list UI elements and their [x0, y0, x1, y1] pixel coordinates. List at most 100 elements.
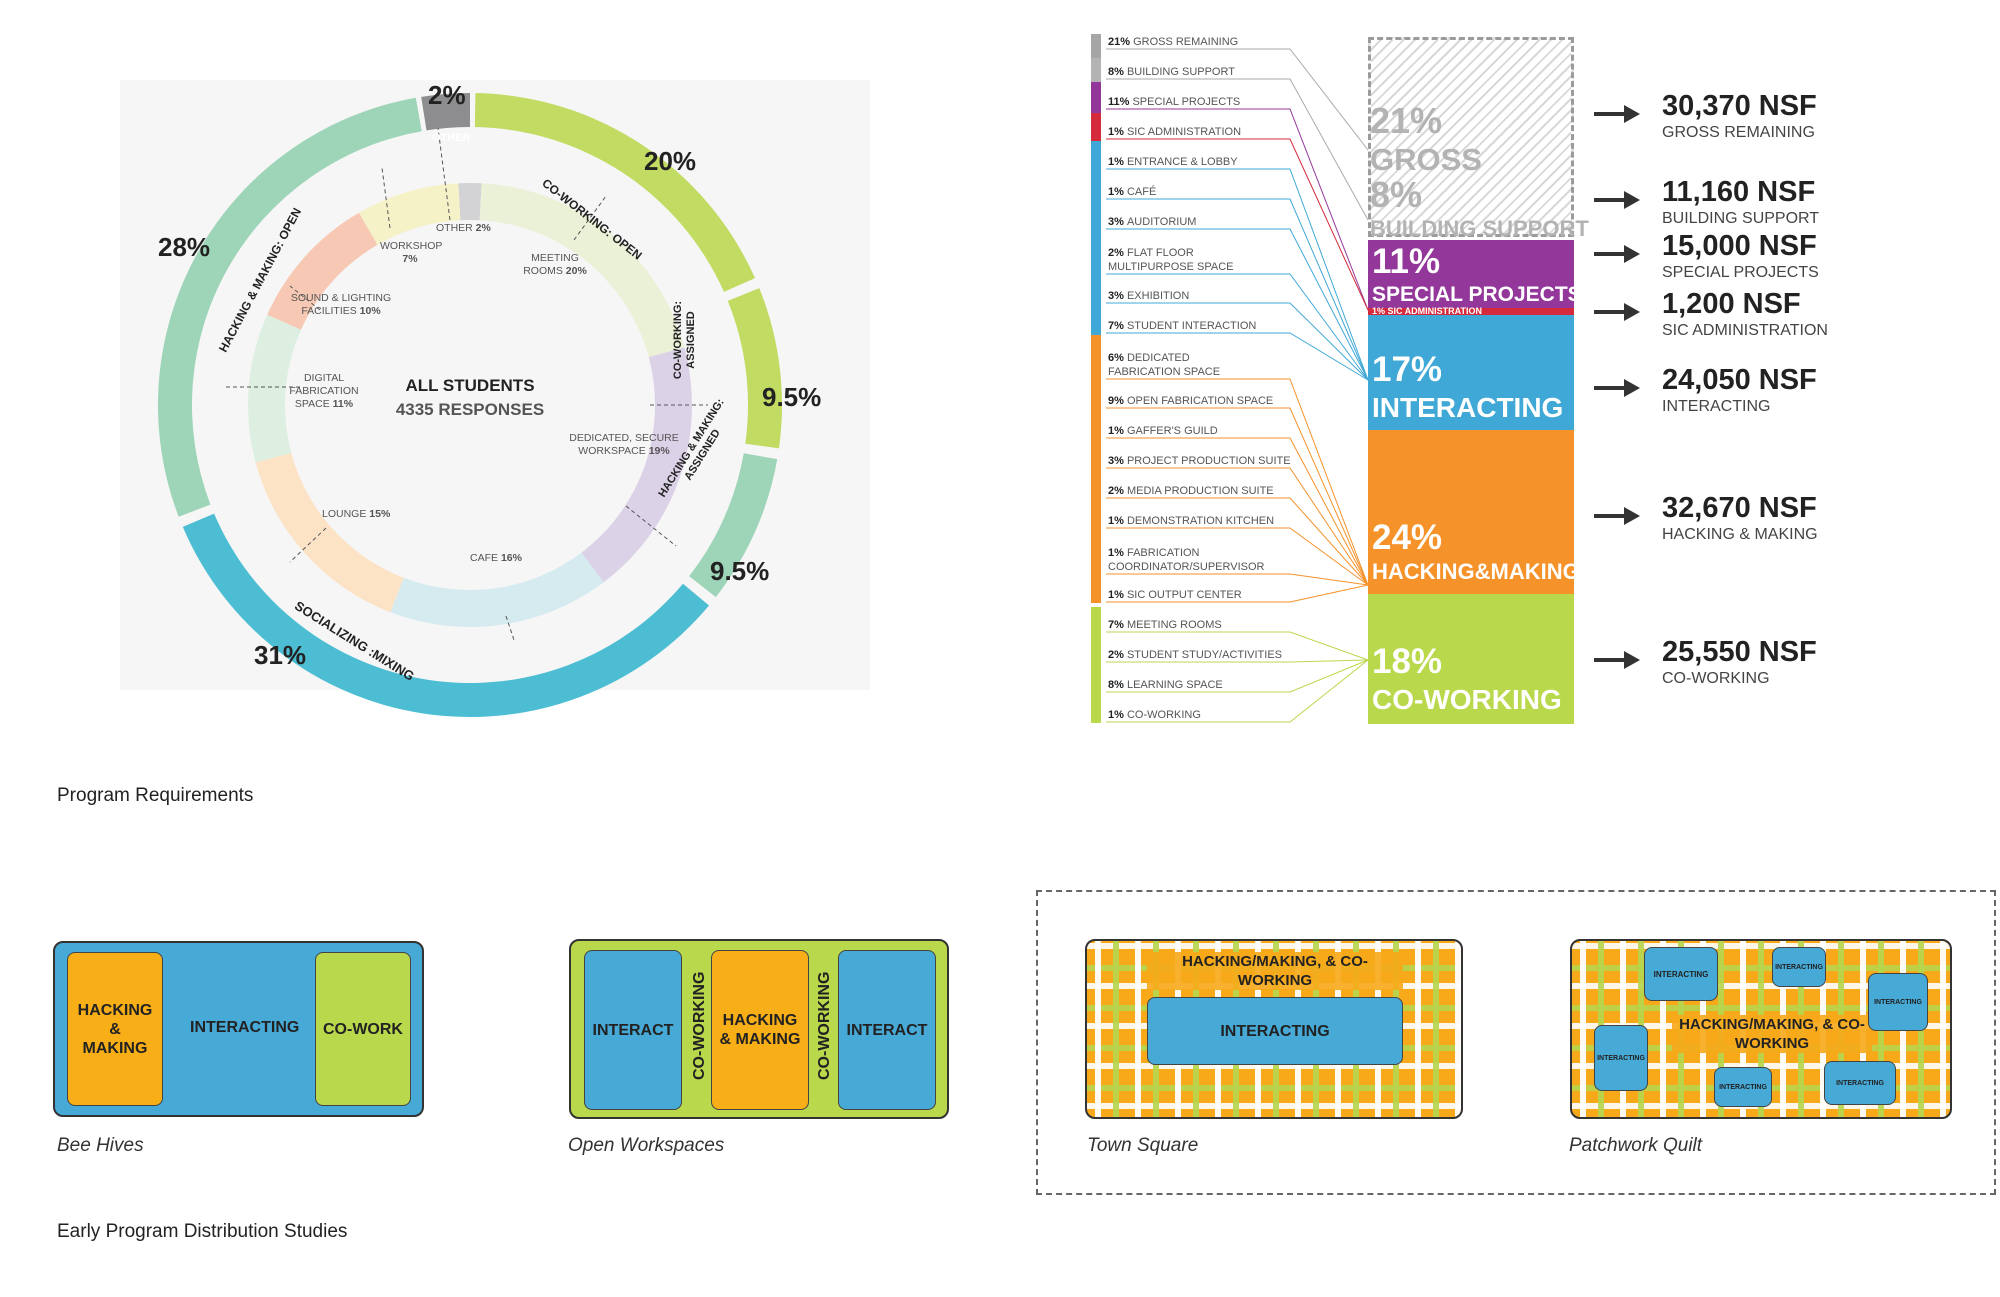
inner-seg-lounge	[255, 452, 404, 613]
stack-support-label: BUILDING SUPPORT	[1370, 216, 1589, 241]
pct-other: 2%	[428, 80, 466, 110]
leader-line	[573, 195, 607, 241]
stack-gross-label: GROSS	[1370, 142, 1482, 177]
stack-special-pct: 11%	[1372, 242, 1441, 281]
stack-support-pct: 8%	[1370, 174, 1423, 215]
nsf-label: SPECIAL PROJECTS	[1662, 264, 1819, 281]
program-connector	[1106, 497, 1369, 586]
stack-hacking-label: HACKING&MAKING	[1372, 559, 1580, 584]
pq-main-label: HACKING/MAKING, & CO-WORKING	[1672, 1015, 1872, 1053]
pq-interacting-2: INTERACTING	[1772, 947, 1826, 987]
inner-label-lounge: LOUNGE 15%	[322, 508, 391, 520]
ow-coworking-left: CO-WORKING	[691, 971, 708, 1080]
bar-coworking	[1091, 607, 1101, 723]
leader-line	[289, 527, 327, 563]
inner-seg-meeting	[479, 183, 685, 358]
stack-interacting-pct: 17%	[1372, 350, 1443, 389]
nsf-value: 24,050 NSF	[1662, 364, 1817, 396]
program-item: 8% BUILDING SUPPORT	[1108, 66, 1235, 78]
program-item: 1% SIC ADMINISTRATION	[1108, 126, 1241, 138]
ow-coworking-right: CO-WORKING	[816, 971, 833, 1080]
stack-gross	[1368, 37, 1574, 237]
nsf-label: GROSS REMAINING	[1662, 124, 1815, 141]
stack-gross-pct: 21%	[1370, 100, 1443, 141]
caption-program-requirements: Program Requirements	[57, 785, 254, 806]
ring-seg-socializing	[182, 513, 710, 717]
ts-interacting-block: INTERACTING	[1147, 997, 1403, 1065]
nsf-value: 1,200 NSF	[1662, 288, 1801, 320]
pq-interacting-6: INTERACTING	[1824, 1061, 1896, 1105]
stack-coworking-pct: 18%	[1372, 642, 1443, 681]
study-patchwork-quilt: HACKING/MAKING, & CO-WORKING INTERACTING…	[1570, 939, 1952, 1119]
leader-line	[625, 505, 677, 547]
inner-label-meeting: MEETING ROOMS 20%	[523, 252, 587, 277]
inner-seg-cafe	[390, 552, 604, 627]
nsf-label: SIC ADMINISTRATION	[1662, 322, 1828, 339]
donut-center-subtitle: 4335 RESPONSES	[395, 400, 545, 419]
caption-town-square: Town Square	[1087, 1135, 1199, 1156]
program-connector	[1106, 437, 1369, 586]
stack-admin-label: 1% SIC ADMINISTRATION	[1372, 306, 1483, 316]
study-open-workspaces: INTERACT CO-WORKING HACKING & MAKING CO-…	[569, 939, 949, 1119]
program-item: 1% DEMONSTRATION KITCHEN	[1108, 515, 1274, 527]
program-connector	[1106, 228, 1369, 381]
program-connector	[1106, 527, 1369, 586]
nsf-value: 15,000 NSF	[1662, 230, 1817, 262]
program-item: 3% AUDITORIUM	[1108, 216, 1196, 228]
arrow-right-icon	[1594, 188, 1640, 212]
program-connector	[1106, 273, 1369, 381]
ring-label-other: OTHER	[432, 132, 471, 144]
inner-label-other: OTHER 2%	[436, 222, 491, 234]
arrow-right-icon	[1594, 300, 1640, 324]
ring-seg-other	[421, 93, 470, 131]
stack-special	[1368, 240, 1574, 308]
program-connector	[1106, 659, 1369, 663]
pq-interacting-4: INTERACTING	[1594, 1025, 1648, 1091]
nsf-label: HACKING & MAKING	[1662, 526, 1818, 543]
program-item: 2% FLAT FLOOR	[1108, 247, 1194, 259]
donut-center-title: ALL STUDENTS	[405, 376, 535, 395]
bar-interacting	[1091, 141, 1101, 335]
stack-admin	[1368, 308, 1574, 315]
program-connector	[1106, 78, 1369, 221]
ring-seg-coworking-open	[474, 93, 756, 292]
pq-interacting-3: INTERACTING	[1868, 973, 1928, 1031]
pct-hacking-assigned: 9.5%	[710, 556, 770, 586]
pct-coworking-assigned: 9.5%	[762, 382, 822, 412]
bar-admin	[1091, 113, 1101, 141]
ring-seg-hacking-open	[157, 97, 422, 517]
program-item: 9% OPEN FABRICATION SPACE	[1108, 395, 1273, 407]
arrow-right-icon	[1594, 102, 1640, 126]
program-item: 1% ENTRANCE & LOBBY	[1108, 156, 1238, 168]
ring-seg-coworking-assigned	[727, 288, 782, 449]
bar-special	[1091, 82, 1101, 113]
program-connector	[1106, 108, 1369, 311]
arrow-right-icon	[1594, 648, 1640, 672]
pct-coworking-open: 20%	[644, 146, 697, 176]
nsf-value: 11,160 NSF	[1662, 176, 1816, 208]
program-item: 7% MEETING ROOMS	[1108, 619, 1222, 631]
program-connector	[1106, 631, 1369, 661]
arrow-right-icon	[1594, 242, 1640, 266]
program-item-line2: MULTIPURPOSE SPACE	[1108, 261, 1234, 273]
ring-seg-hacking-assigned	[689, 453, 778, 598]
program-connector	[1106, 467, 1369, 586]
inner-label-digital-fab: DIGITAL FABRICATION SPACE 11%	[289, 372, 359, 410]
inner-label-workshop: WORKSHOP 7%	[380, 240, 443, 265]
program-connector	[1106, 138, 1369, 311]
program-item: 21% GROSS REMAINING	[1108, 36, 1238, 48]
stack-interacting-label: INTERACTING	[1372, 392, 1564, 423]
program-item: 1% FABRICATION	[1108, 547, 1200, 559]
pq-interacting-1: INTERACTING	[1644, 947, 1718, 1001]
bar-gross	[1091, 34, 1101, 58]
ring-label-coworking-assigned: CO-WORKING: ASSIGNED	[672, 300, 697, 380]
bee-interacting-label: INTERACTING	[190, 1019, 300, 1036]
nsf-label: CO-WORKING	[1662, 670, 1770, 687]
program-connector	[1106, 302, 1369, 381]
bar-support	[1091, 58, 1101, 82]
study-bee-hives: HACKING & MAKING INTERACTING CO-WORK	[53, 941, 424, 1117]
program-item: 1% CO-WORKING	[1108, 709, 1201, 721]
arrow-right-icon	[1594, 376, 1640, 400]
program-connector	[1106, 659, 1369, 693]
ow-interact-left: INTERACT	[584, 950, 682, 1110]
